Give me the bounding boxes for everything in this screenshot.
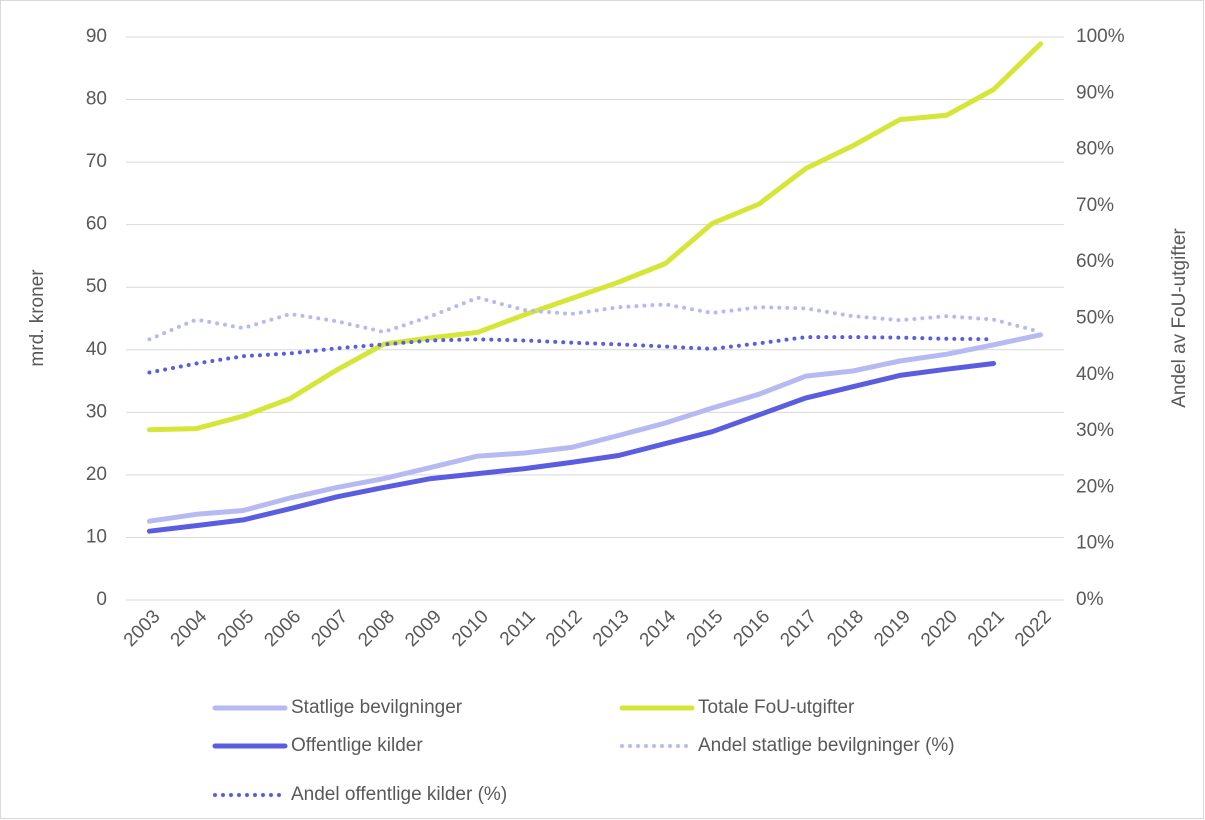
y2-tick-label: 60% bbox=[1076, 251, 1114, 272]
y-tick-label: 90 bbox=[86, 26, 107, 47]
y2-tick-label: 0% bbox=[1076, 589, 1104, 610]
y2-axis-label: Andel av FoU-utgifter bbox=[1169, 228, 1190, 408]
legend-label: Statlige bevilgninger bbox=[291, 697, 463, 718]
series-line bbox=[146, 41, 1043, 433]
y2-tick-label: 40% bbox=[1076, 364, 1114, 385]
y2-tick-label: 90% bbox=[1076, 82, 1114, 103]
y-tick-label: 50 bbox=[86, 276, 107, 297]
y-tick-label: 40 bbox=[86, 339, 107, 360]
y2-tick-label: 30% bbox=[1076, 420, 1114, 441]
y2-tick-label: 70% bbox=[1076, 195, 1114, 216]
legend-label: Totale FoU-utgifter bbox=[698, 697, 855, 718]
legend-label: Andel statlige bevilgninger (%) bbox=[698, 735, 955, 756]
y2-tick-label: 80% bbox=[1076, 139, 1114, 160]
y2-tick-label: 20% bbox=[1076, 476, 1114, 497]
y-tick-label: 60 bbox=[86, 214, 107, 235]
y-tick-label: 20 bbox=[86, 464, 107, 485]
legend-label: Andel offentlige kilder (%) bbox=[291, 784, 507, 805]
series-line bbox=[147, 335, 996, 375]
y-tick-label: 70 bbox=[86, 151, 107, 172]
series-line bbox=[147, 295, 1043, 342]
legend-label: Offentlige kilder bbox=[291, 735, 423, 756]
series-line bbox=[146, 361, 997, 534]
y-tick-label: 10 bbox=[86, 526, 107, 547]
y2-tick-label: 50% bbox=[1076, 308, 1114, 329]
series-line bbox=[146, 332, 1043, 524]
y2-tick-label: 100% bbox=[1076, 26, 1125, 47]
y-tick-label: 80 bbox=[86, 89, 107, 110]
y-tick-label: 0 bbox=[96, 589, 107, 610]
y2-tick-label: 10% bbox=[1076, 533, 1114, 554]
y-axis-label: mrd. kroner bbox=[27, 269, 48, 367]
y-tick-label: 30 bbox=[86, 401, 107, 422]
